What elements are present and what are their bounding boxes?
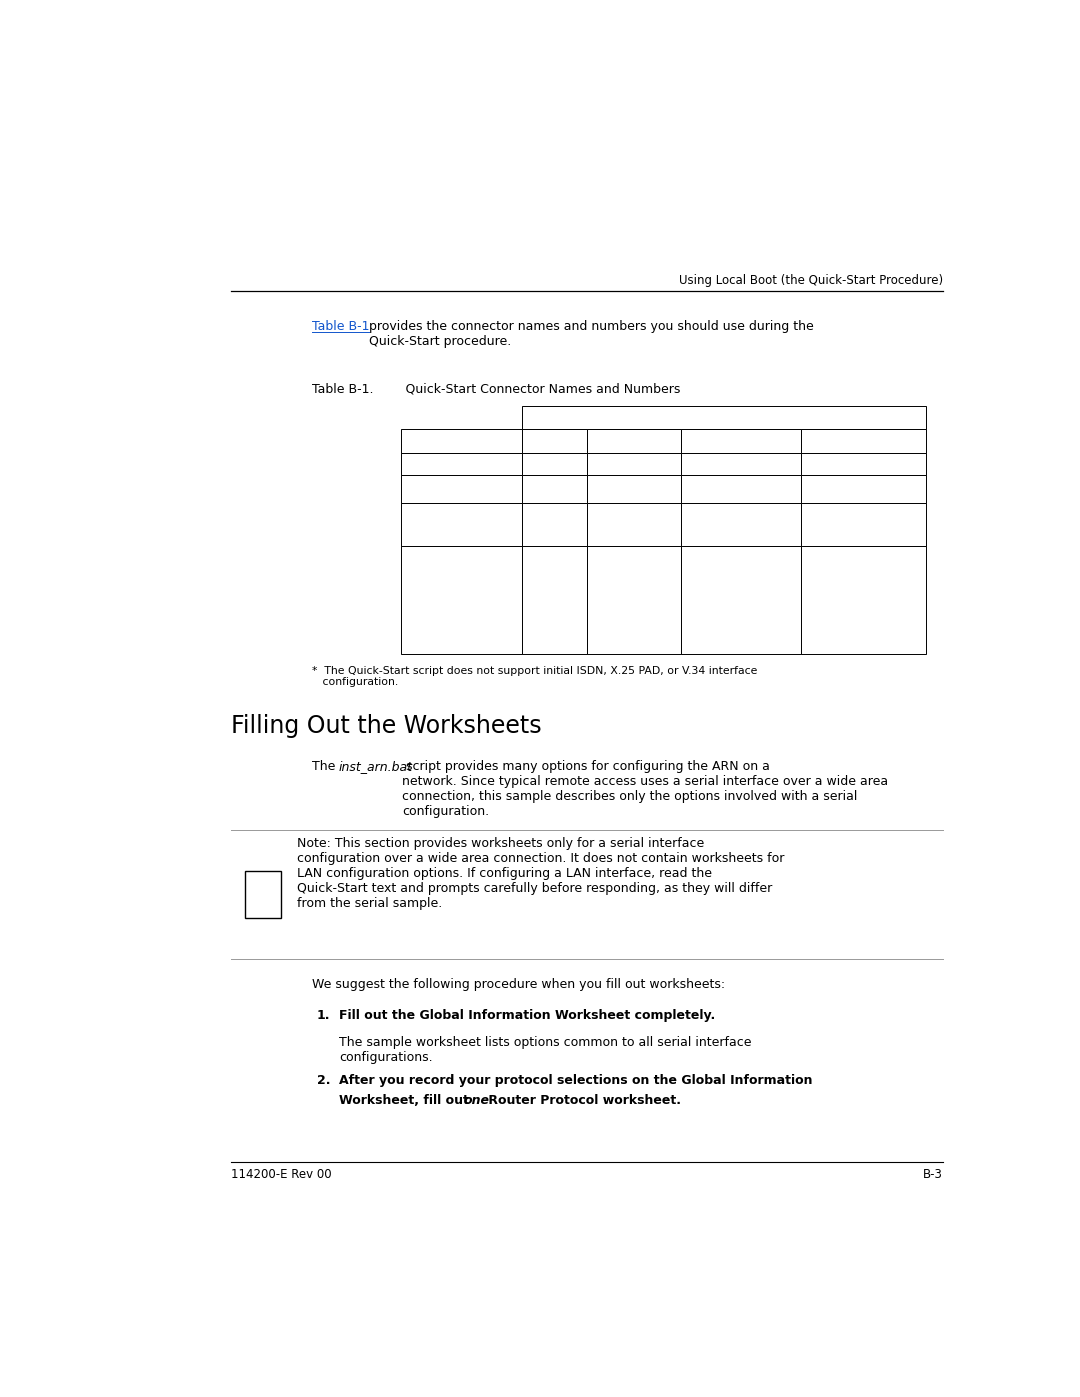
Bar	[401, 546, 522, 654]
Bar	[522, 429, 588, 453]
Text: 1.: 1.	[316, 1009, 330, 1021]
Bar	[801, 475, 926, 503]
Text: MAU2: MAU2	[592, 481, 626, 493]
Text: Note: This section provides worksheets only for a serial interface
configuration: Note: This section provides worksheets o…	[297, 837, 784, 909]
Text: Filling Out the Worksheets: Filling Out the Worksheets	[231, 714, 542, 738]
Text: Table B-1: Table B-1	[312, 320, 370, 334]
Text: 114200-E Rev 00: 114200-E Rev 00	[231, 1168, 332, 1180]
Text: N/A: N/A	[686, 458, 706, 471]
Text: XCVR1: XCVR1	[527, 458, 566, 471]
Text: Using Local Boot (the Quick-Start Procedure): Using Local Boot (the Quick-Start Proced…	[678, 274, 943, 286]
Text: Module: Module	[527, 411, 569, 425]
Text: N/A: N/A	[807, 481, 827, 493]
Text: Token Ring: Token Ring	[406, 481, 470, 493]
Text: 56/64K, FT1/T1, or
FE1/E1 DSU/CSU: 56/64K, FT1/T1, or FE1/E1 DSU/CSU	[406, 552, 515, 580]
Bar	[680, 453, 801, 475]
Text: inst_arn.bat: inst_arn.bat	[338, 760, 413, 774]
Bar	[401, 503, 522, 546]
Bar	[680, 429, 801, 453]
Text: COM1: COM1	[686, 552, 720, 564]
Text: B-3: B-3	[922, 1168, 943, 1180]
Text: After you record your protocol selections on the Global Information: After you record your protocol selection…	[339, 1074, 813, 1087]
Bar	[522, 503, 588, 546]
Text: Router Protocol worksheet.: Router Protocol worksheet.	[484, 1094, 681, 1106]
Text: The: The	[312, 760, 340, 774]
Bar	[801, 429, 926, 453]
Text: XCVR2: XCVR2	[592, 458, 631, 471]
Text: script provides many options for configuring the ARN on a
network. Since typical: script provides many options for configu…	[402, 760, 888, 819]
Bar	[588, 429, 680, 453]
Bar	[588, 546, 680, 654]
Bar	[245, 872, 282, 918]
Text: one: one	[463, 1094, 489, 1106]
Bar	[522, 407, 926, 429]
Text: Base: Base	[527, 434, 555, 447]
Text: Expansion: Expansion	[592, 434, 652, 447]
Text: 2.: 2.	[316, 1074, 330, 1087]
Bar	[801, 503, 926, 546]
Bar	[801, 453, 926, 475]
Text: MAU1: MAU1	[527, 481, 561, 493]
Bar	[680, 475, 801, 503]
Text: Adapter 2: Adapter 2	[807, 434, 864, 447]
Bar	[401, 453, 522, 475]
Bar	[588, 503, 680, 546]
Bar	[588, 475, 680, 503]
Text: COM2: COM2	[807, 552, 841, 564]
Text: N/A: N/A	[592, 552, 612, 564]
Bar	[680, 503, 801, 546]
Text: Fill out the Global Information Worksheet completely.: Fill out the Global Information Workshee…	[339, 1009, 715, 1021]
Text: Interface*: Interface*	[406, 434, 464, 447]
Bar	[401, 429, 522, 453]
Text: Worksheet, fill out: Worksheet, fill out	[339, 1094, 473, 1106]
Bar	[522, 475, 588, 503]
Bar	[522, 546, 588, 654]
Text: COM1: COM1	[686, 509, 720, 521]
Text: Table B-1.        Quick-Start Connector Names and Numbers: Table B-1. Quick-Start Connector Names a…	[312, 383, 680, 395]
Bar	[401, 475, 522, 503]
Bar	[522, 453, 588, 475]
Text: provides the connector names and numbers you should use during the
Quick-Start p: provides the connector names and numbers…	[368, 320, 813, 348]
Text: Serial: Serial	[406, 509, 440, 521]
Text: Adapter 1: Adapter 1	[686, 434, 744, 447]
Text: The sample worksheet lists options common to all serial interface
configurations: The sample worksheet lists options commo…	[339, 1035, 752, 1063]
Text: N/A: N/A	[807, 458, 827, 471]
Text: N/A: N/A	[527, 509, 548, 521]
Text: COM2: COM2	[807, 509, 841, 521]
Text: *  The Quick-Start script does not support initial ISDN, X.25 PAD, or V.34 inter: * The Quick-Start script does not suppor…	[312, 666, 758, 687]
Text: N/A: N/A	[686, 481, 706, 493]
Text: N/A: N/A	[527, 552, 548, 564]
Bar	[801, 546, 926, 654]
Text: COM3, COM4,
or COM5: COM3, COM4, or COM5	[592, 509, 673, 536]
Text: Ethernet: Ethernet	[406, 458, 457, 471]
Text: We suggest the following procedure when you fill out worksheets:: We suggest the following procedure when …	[312, 978, 726, 990]
Bar	[588, 453, 680, 475]
Bar	[680, 546, 801, 654]
